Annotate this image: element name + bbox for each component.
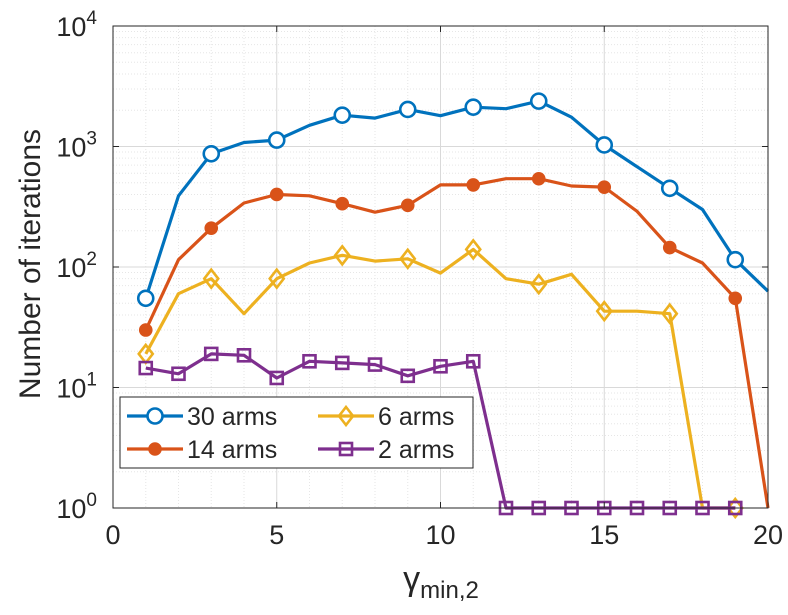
x-tick-label: 15 [589,520,619,550]
data-point-circle [464,98,483,116]
data-point-dot [531,171,546,186]
data-point-circle [202,144,221,163]
y-tick-label: 100 [56,490,97,524]
x-tick-label: 5 [269,520,284,550]
data-point-square [236,348,252,363]
data-point-circle [660,179,679,198]
data-point-dot [400,198,415,213]
data-point-diamond [337,404,355,428]
data-point-square [203,346,219,362]
data-point-square [269,370,285,386]
data-point-square [367,357,383,372]
data-point-square [138,360,154,376]
x-tick-label: 20 [753,520,783,550]
data-point-diamond [268,267,286,290]
legend-entry: 6 arms [318,403,454,431]
data-point-square [465,353,481,369]
axis-ticks: 0 5 10 15 20 100 101 102 103 104 [56,8,783,550]
series-30-arms [136,92,770,308]
legend-box [119,396,474,469]
y-tick-label: 101 [56,370,97,404]
data-point-diamond [399,247,417,270]
x-axis-label: γmin,2 [403,560,479,604]
y-tick-label: 102 [56,249,97,283]
data-point-circle [726,250,745,269]
data-point-square [433,358,448,374]
x-tick-label: 10 [425,520,455,550]
data-point-dot [597,180,612,194]
data-point-dot [728,291,743,306]
data-point-dot [466,178,481,192]
data-point-circle [595,136,614,154]
data-point-circle [529,92,548,110]
data-point-diamond [661,302,679,325]
legend-label: 2 arms [378,436,454,464]
x-axis-label-symbol: γ [403,560,420,598]
series-14-arms [138,171,770,509]
data-point-circle [333,106,352,124]
legend-label: 6 arms [378,403,454,431]
series-line [144,247,736,510]
data-point-diamond [726,496,744,520]
series-line [144,99,770,299]
x-axis-label-subscript: min,2 [420,577,479,604]
data-point-circle [267,131,286,149]
y-axis-label: Number of iterations [14,129,47,399]
legend: 30 arms 6 arms 14 arms 2 arms [119,396,474,469]
x-tick-label: 0 [105,520,120,550]
legend-label: 14 arms [187,436,277,464]
legend-entry: 14 arms [127,436,277,464]
data-point-square [334,355,350,371]
data-point-square [171,366,186,382]
y-tick-label: 104 [56,8,97,42]
legend-label: 30 arms [187,403,277,431]
data-point-dot [204,221,219,235]
data-point-dot [269,187,284,202]
data-point-diamond [595,300,613,323]
data-point-dot [662,240,677,255]
y-tick-label: 103 [56,129,97,163]
data-point-dot [148,442,162,456]
data-point-diamond [333,244,351,267]
series-6-arms [137,238,744,520]
series-line [144,177,770,509]
data-point-dot [335,196,350,211]
data-point-diamond [530,273,548,296]
data-point-circle [398,100,417,119]
data-point-square [302,353,317,369]
data-point-circle [146,407,164,425]
data-point-circle [136,289,155,308]
data-point-diamond [464,238,482,261]
data-point-diamond [202,267,220,290]
legend-entry: 30 arms [127,403,277,431]
legend-entry: 2 arms [318,436,454,464]
data-point-square [400,368,416,384]
data-point-square [338,441,354,457]
data-point-dot [138,323,153,337]
